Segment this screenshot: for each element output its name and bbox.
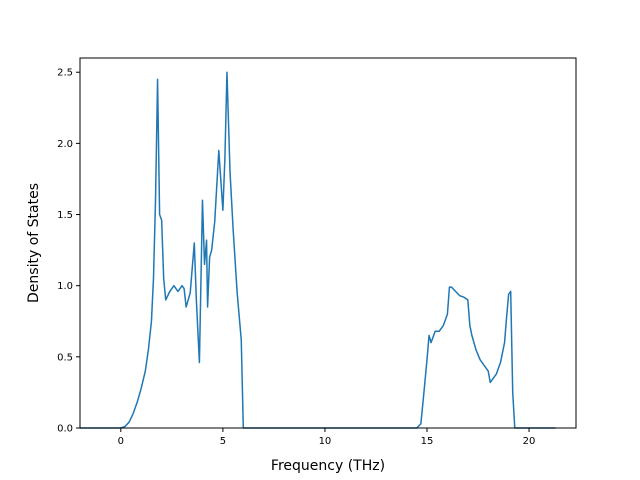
plot-frame xyxy=(79,57,577,429)
x-tick-label: 20 xyxy=(523,436,536,447)
y-axis-label: Density of States xyxy=(26,183,42,303)
y-tick-label: 1.5 xyxy=(57,210,73,221)
y-axis-ticks: 0.0 0.5 1.0 1.5 2.0 2.5 xyxy=(57,68,80,435)
y-tick-label: 1.0 xyxy=(57,281,73,292)
y-tick-label: 2.5 xyxy=(57,68,73,79)
y-tick-label: 2.0 xyxy=(57,139,73,150)
x-axis-ticks: 0 5 10 15 20 xyxy=(118,428,536,447)
x-tick-label: 5 xyxy=(220,436,226,447)
x-tick-label: 0 xyxy=(118,436,124,447)
series-layer xyxy=(80,71,556,429)
x-tick-label: 15 xyxy=(421,436,434,447)
x-tick-label: 10 xyxy=(319,436,332,447)
y-tick-label: 0.0 xyxy=(57,424,73,435)
x-axis-label: Frequency (THz) xyxy=(271,458,385,474)
dos-series-line xyxy=(80,71,556,429)
y-tick-label: 0.5 xyxy=(57,352,73,363)
